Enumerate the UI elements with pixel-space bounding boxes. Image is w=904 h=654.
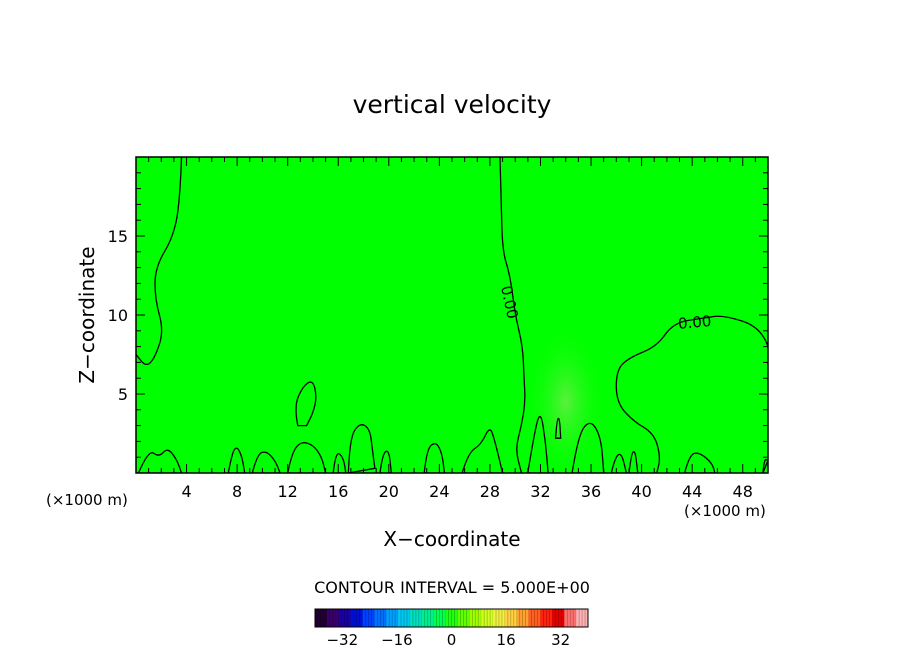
colorbar-tick-label--16: −16 (381, 631, 413, 649)
x-tick-label-40: 40 (631, 482, 651, 501)
colorbar-cell-4 (362, 609, 375, 627)
y-axis-label: Z−coordinate (75, 246, 99, 383)
x-tick-label-48: 48 (733, 482, 753, 501)
colorbar-tick-label-32: 32 (551, 631, 570, 649)
plot-background (136, 157, 768, 473)
colorbar-cell-2 (338, 609, 351, 627)
colorbar-cell-10 (433, 609, 446, 627)
x-tick-label-16: 16 (328, 482, 348, 501)
x-tick-label-20: 20 (379, 482, 399, 501)
colorbar-cell-21 (564, 609, 577, 627)
colorbar-cell-7 (398, 609, 411, 627)
x-units-left: (×1000 m) (46, 491, 128, 509)
x-units-right: (×1000 m) (684, 502, 766, 520)
contour-line-10 (287, 442, 327, 473)
contour-line-4 (347, 424, 376, 473)
contour-line-6 (683, 452, 716, 473)
colorbar-cell-22 (576, 609, 589, 627)
positive-anomaly-region (525, 322, 607, 473)
contour-line-3 (295, 381, 317, 427)
contour-lines (136, 157, 768, 473)
contour-line-11 (461, 429, 504, 473)
contour-line-2 (615, 315, 768, 473)
y-axis-ticks: 5 10 15 (108, 172, 768, 458)
contour-line-19 (762, 458, 768, 473)
colorbar-title: CONTOUR INTERVAL = 5.000E+00 (314, 578, 590, 597)
contour-labels: 0.000.00 (497, 284, 712, 333)
colorbar-tick-label--32: −32 (326, 631, 358, 649)
x-axis-label: X−coordinate (383, 527, 520, 551)
colorbar-cell-5 (374, 609, 387, 627)
x-tick-label-36: 36 (581, 482, 601, 501)
contour-line-12 (137, 449, 183, 473)
x-tick-label-24: 24 (429, 482, 449, 501)
colorbar-cell-16 (504, 609, 518, 627)
colorbar-cell-8 (409, 609, 423, 627)
contour-label-1: 0.00 (677, 312, 712, 333)
colorbar-cell-3 (350, 609, 363, 627)
x-tick-label-8: 8 (232, 482, 242, 501)
colorbar-cell-17 (516, 609, 529, 627)
y-tick-label-5: 5 (118, 385, 128, 404)
colorbar-cell-11 (445, 609, 458, 627)
x-tick-label-44: 44 (682, 482, 702, 501)
y-tick-label-15: 15 (108, 227, 128, 246)
colorbar-cell-12 (457, 609, 470, 627)
contour-line-13 (227, 447, 246, 473)
x-tick-label-32: 32 (530, 482, 550, 501)
colorbar-cell-14 (481, 609, 494, 627)
colorbar-cell-18 (528, 609, 541, 627)
y-tick-label-10: 10 (108, 306, 128, 325)
contour-line-18 (628, 451, 639, 473)
chart-title: vertical velocity (353, 90, 552, 119)
colorbar-cell-9 (421, 609, 434, 627)
contour-line-5 (423, 443, 446, 473)
contour-line-7 (554, 417, 562, 439)
colorbar-cell-0 (315, 609, 328, 627)
colorbar-cell-1 (326, 609, 340, 627)
contour-line-15 (332, 452, 347, 473)
contour-line-0 (136, 157, 183, 366)
field-anomaly-group (525, 322, 607, 473)
contour-line-8 (527, 415, 549, 473)
contour-line-1 (499, 157, 526, 473)
colorbar-cell-19 (540, 609, 553, 627)
colorbar (314, 608, 589, 628)
colorbar-cell-6 (386, 609, 399, 627)
x-tick-label-28: 28 (480, 482, 500, 501)
contour-line-9 (571, 422, 605, 473)
colorbar-tick-label-16: 16 (497, 631, 516, 649)
x-tick-label-12: 12 (278, 482, 298, 501)
colorbar-cell-15 (493, 609, 506, 627)
colorbar-tick-label-0: 0 (447, 631, 457, 649)
x-tick-label-4: 4 (181, 482, 191, 501)
contour-line-14 (251, 451, 281, 473)
colorbar-frame (314, 608, 589, 628)
contour-line-17 (610, 453, 628, 473)
colorbar-ticks: −32 −16 0 16 32 (326, 631, 570, 649)
x-axis-ticks: 4 8 12 16 20 24 28 32 36 40 44 48 (148, 157, 756, 501)
colorbar-cell-13 (469, 609, 482, 627)
colorbar-cell-20 (552, 609, 565, 627)
contour-line-16 (379, 450, 392, 473)
